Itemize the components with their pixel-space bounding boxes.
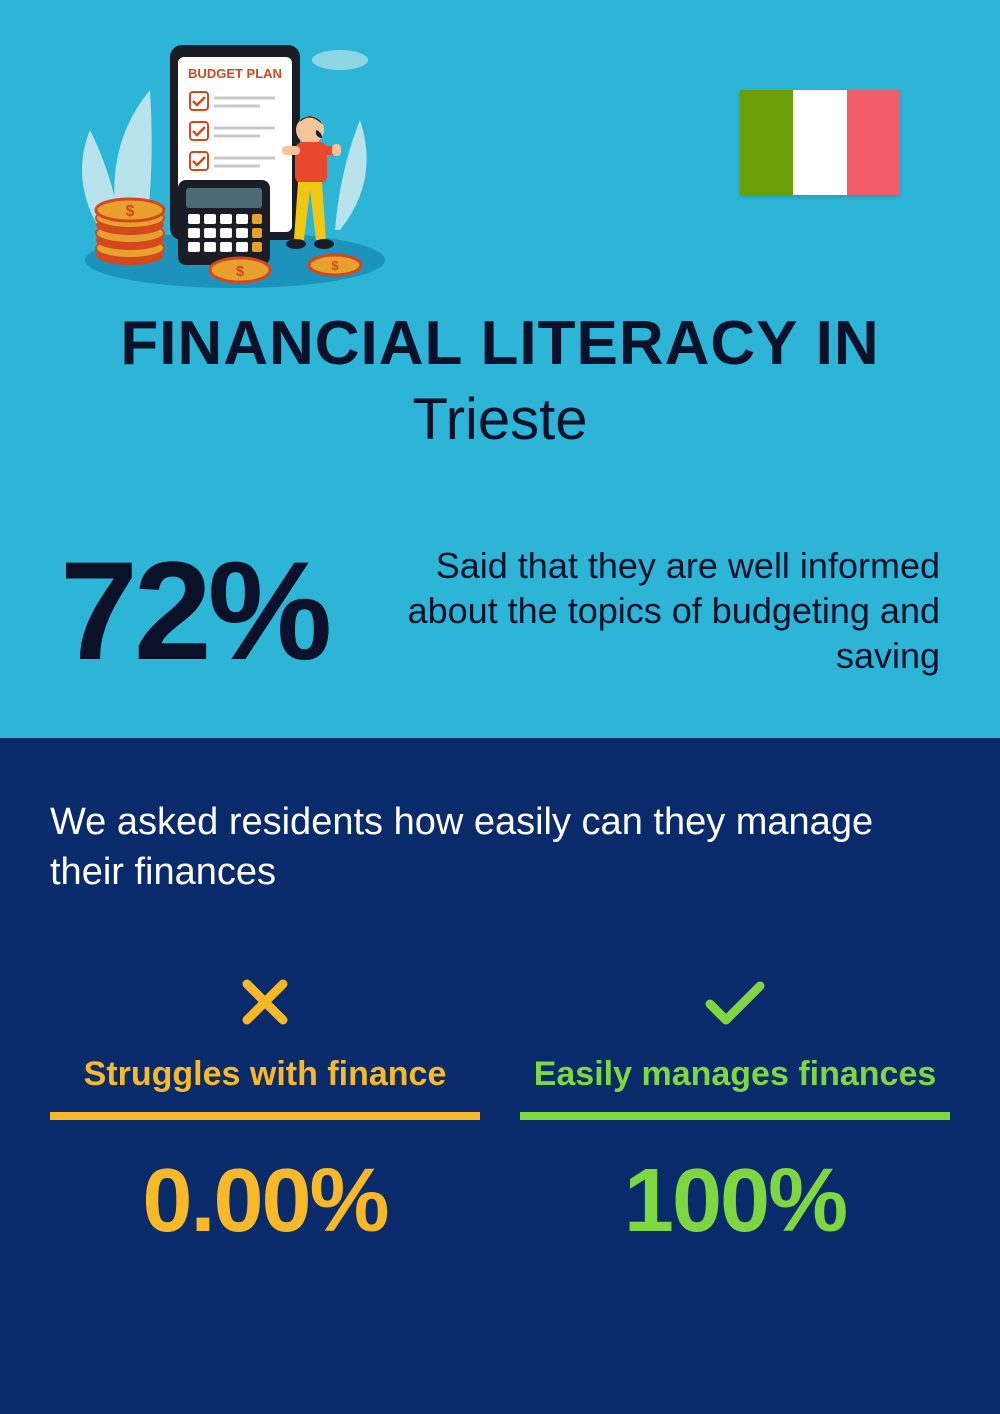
struggles-value: 0.00%: [50, 1150, 480, 1253]
hero-stat: 72% Said that they are well informed abo…: [60, 543, 940, 678]
check-icon: [520, 967, 950, 1037]
page-title: FINANCIAL LITERACY IN: [60, 310, 940, 378]
cross-icon: [50, 967, 480, 1037]
result-struggles: Struggles with finance 0.00%: [50, 967, 480, 1253]
city-name: Trieste: [60, 386, 940, 453]
coins-icon: $: [96, 199, 164, 265]
header-row: BUDGET PLAN: [60, 30, 940, 290]
flag-stripe-green: [740, 90, 793, 195]
result-easy: Easily manages finances 100%: [520, 967, 950, 1253]
title-block: FINANCIAL LITERACY IN Trieste: [60, 310, 940, 453]
top-section: BUDGET PLAN: [0, 0, 1000, 738]
flag-stripe-white: [793, 90, 846, 195]
results-row: Struggles with finance 0.00% Easily mana…: [50, 967, 950, 1253]
svg-text:$: $: [236, 263, 245, 280]
survey-question: We asked residents how easily can they m…: [50, 798, 950, 897]
flag-stripe-red: [847, 90, 900, 195]
struggles-label: Struggles with finance: [50, 1055, 480, 1094]
illustration-caption: BUDGET PLAN: [188, 66, 282, 81]
svg-text:$: $: [126, 203, 135, 220]
easy-label: Easily manages finances: [520, 1055, 950, 1094]
budget-illustration: BUDGET PLAN: [60, 30, 400, 290]
hero-stat-description: Said that they are well informed about t…: [368, 543, 940, 678]
easy-value: 100%: [520, 1150, 950, 1253]
easy-divider: [520, 1112, 950, 1120]
hero-stat-value: 72%: [60, 548, 328, 674]
bottom-section: We asked residents how easily can they m…: [0, 738, 1000, 1414]
svg-text:$: $: [331, 258, 339, 273]
italy-flag-icon: [740, 90, 900, 195]
infographic-page: BUDGET PLAN: [0, 0, 1000, 1414]
struggles-divider: [50, 1112, 480, 1120]
